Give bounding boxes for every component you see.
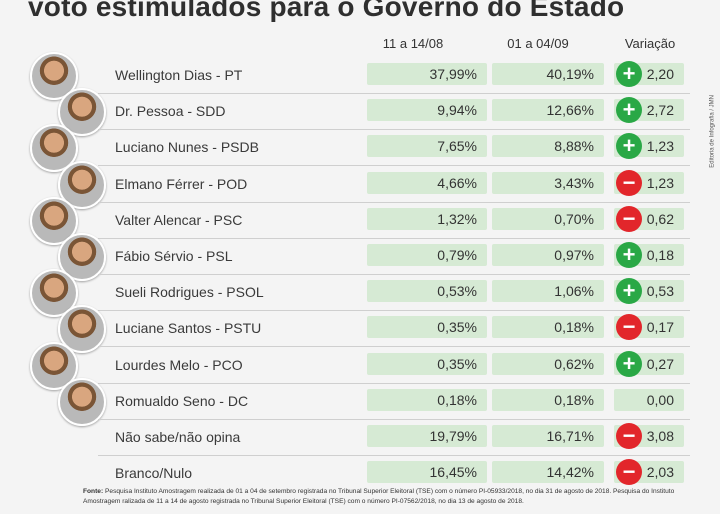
plus-icon: + [616, 97, 642, 124]
candidate-name: Branco/Nulo [115, 465, 193, 482]
value-period-1: 0,35% [367, 352, 487, 375]
value-period-1: 0,53% [367, 280, 487, 303]
value-period-1: 16,45% [367, 461, 487, 484]
plus-icon: + [616, 242, 642, 268]
table-row: Lourdes Melo - PCO 0,35% 0,62% 0,27 + [0, 341, 720, 390]
candidate-name: Lourdes Melo - PCO [115, 356, 243, 373]
candidate-name: Romualdo Seno - DC [115, 392, 249, 409]
candidate-photo [58, 160, 106, 209]
table-row: Elmano Férrer - POD 4,66% 3,43% 1,23− [0, 160, 720, 209]
value-period-1: 0,79% [367, 244, 487, 266]
footer-source: Fonte: Pesquisa Instituto Amostragem rea… [83, 487, 693, 507]
plus-icon: + [616, 61, 642, 87]
minus-icon: − [616, 314, 642, 341]
minus-icon: − [616, 423, 642, 449]
value-period-1: 0,35% [367, 316, 487, 339]
plus-icon: + [616, 278, 642, 305]
table-row: Romualdo Seno - DC 0,18% 0,18% 0,00 [0, 377, 720, 426]
minus-icon: − [616, 459, 642, 486]
value-period-2: 40,19% [492, 63, 604, 85]
value-period-1: 9,94% [367, 99, 487, 122]
value-period-2: 3,43% [492, 171, 604, 194]
value-period-1: 7,65% [367, 135, 487, 158]
minus-icon: − [616, 205, 642, 232]
footer-label: Fonte: [83, 488, 104, 495]
candidate-name: Valter Alencar - PSC [115, 211, 243, 228]
table-row: Luciano Nunes - PSDB 7,65% 8,88% 1,23 + [0, 124, 720, 173]
plus-icon: + [616, 350, 642, 377]
minus-icon: − [616, 169, 642, 196]
candidate-name: Fábio Sérvio - PSL [115, 248, 233, 264]
candidate-name: Não sabe/não opina [115, 429, 241, 445]
candidate-name: Sueli Rodrigues - PSOL [115, 284, 264, 301]
candidate-photo [30, 269, 78, 318]
table-row: Sueli Rodrigues - PSOL 0,53% 1,06% 0,53 + [0, 269, 720, 318]
value-period-2: 14,42% [492, 461, 604, 484]
candidate-name: Luciano Nunes - PSDB [115, 139, 259, 156]
table-row: Valter Alencar - PSC 1,32% 0,70% 0,62− [0, 196, 720, 245]
table-row: Branco/Nulo 16,45% 14,42% 2,03− [0, 456, 720, 492]
chart-title: voto estimulados para o Governo do Estad… [28, 0, 625, 22]
value-period-2: 0,18% [492, 316, 604, 339]
value-period-1: 1,32% [367, 207, 487, 230]
column-header-period-2: 01 a 04/09 [507, 36, 569, 51]
variation-value: 0,00 [614, 388, 684, 411]
value-period-2: 16,71% [492, 425, 604, 447]
candidate-photo [30, 124, 78, 173]
value-period-2: 8,88% [492, 135, 604, 158]
candidate-name: Luciane Santos - PSTU [115, 320, 262, 337]
candidate-name: Elmano Férrer - POD [115, 175, 248, 192]
candidate-photo [58, 377, 106, 426]
value-period-2: 0,97% [492, 244, 604, 266]
value-period-1: 19,79% [367, 425, 487, 447]
table-row: Wellington Dias - PT 37,99% 40,19% 2,20 + [0, 52, 720, 100]
plus-icon: + [616, 133, 642, 160]
candidate-photo [58, 88, 106, 137]
value-period-2: 1,06% [492, 280, 604, 303]
column-header-period-1: 11 a 14/08 [382, 36, 444, 51]
candidate-name: Wellington Dias - PT [115, 67, 243, 83]
value-period-2: 0,70% [492, 207, 604, 230]
value-period-1: 0,18% [367, 388, 487, 411]
value-period-2: 12,66% [492, 99, 604, 122]
value-period-1: 37,99% [367, 63, 487, 85]
table-row: Dr. Pessoa - SDD 9,94% 12,66% 2,72 + [0, 88, 720, 137]
value-period-1: 4,66% [367, 171, 487, 194]
table-row: Fábio Sérvio - PSL 0,79% 0,97% 0,18 + [0, 233, 720, 281]
table-row: Luciane Santos - PSTU 0,35% 0,18% 0,17− [0, 305, 720, 354]
footer-text: Pesquisa Instituto Amostragem realizada … [83, 488, 675, 505]
candidate-name: Dr. Pessoa - SDD [115, 103, 226, 120]
table-row: Não sabe/não opina 19,79% 16,71% 3,08− [0, 420, 720, 456]
column-header-variation: Variação [624, 36, 676, 51]
value-period-2: 0,18% [492, 388, 604, 411]
value-period-2: 0,62% [492, 352, 604, 375]
